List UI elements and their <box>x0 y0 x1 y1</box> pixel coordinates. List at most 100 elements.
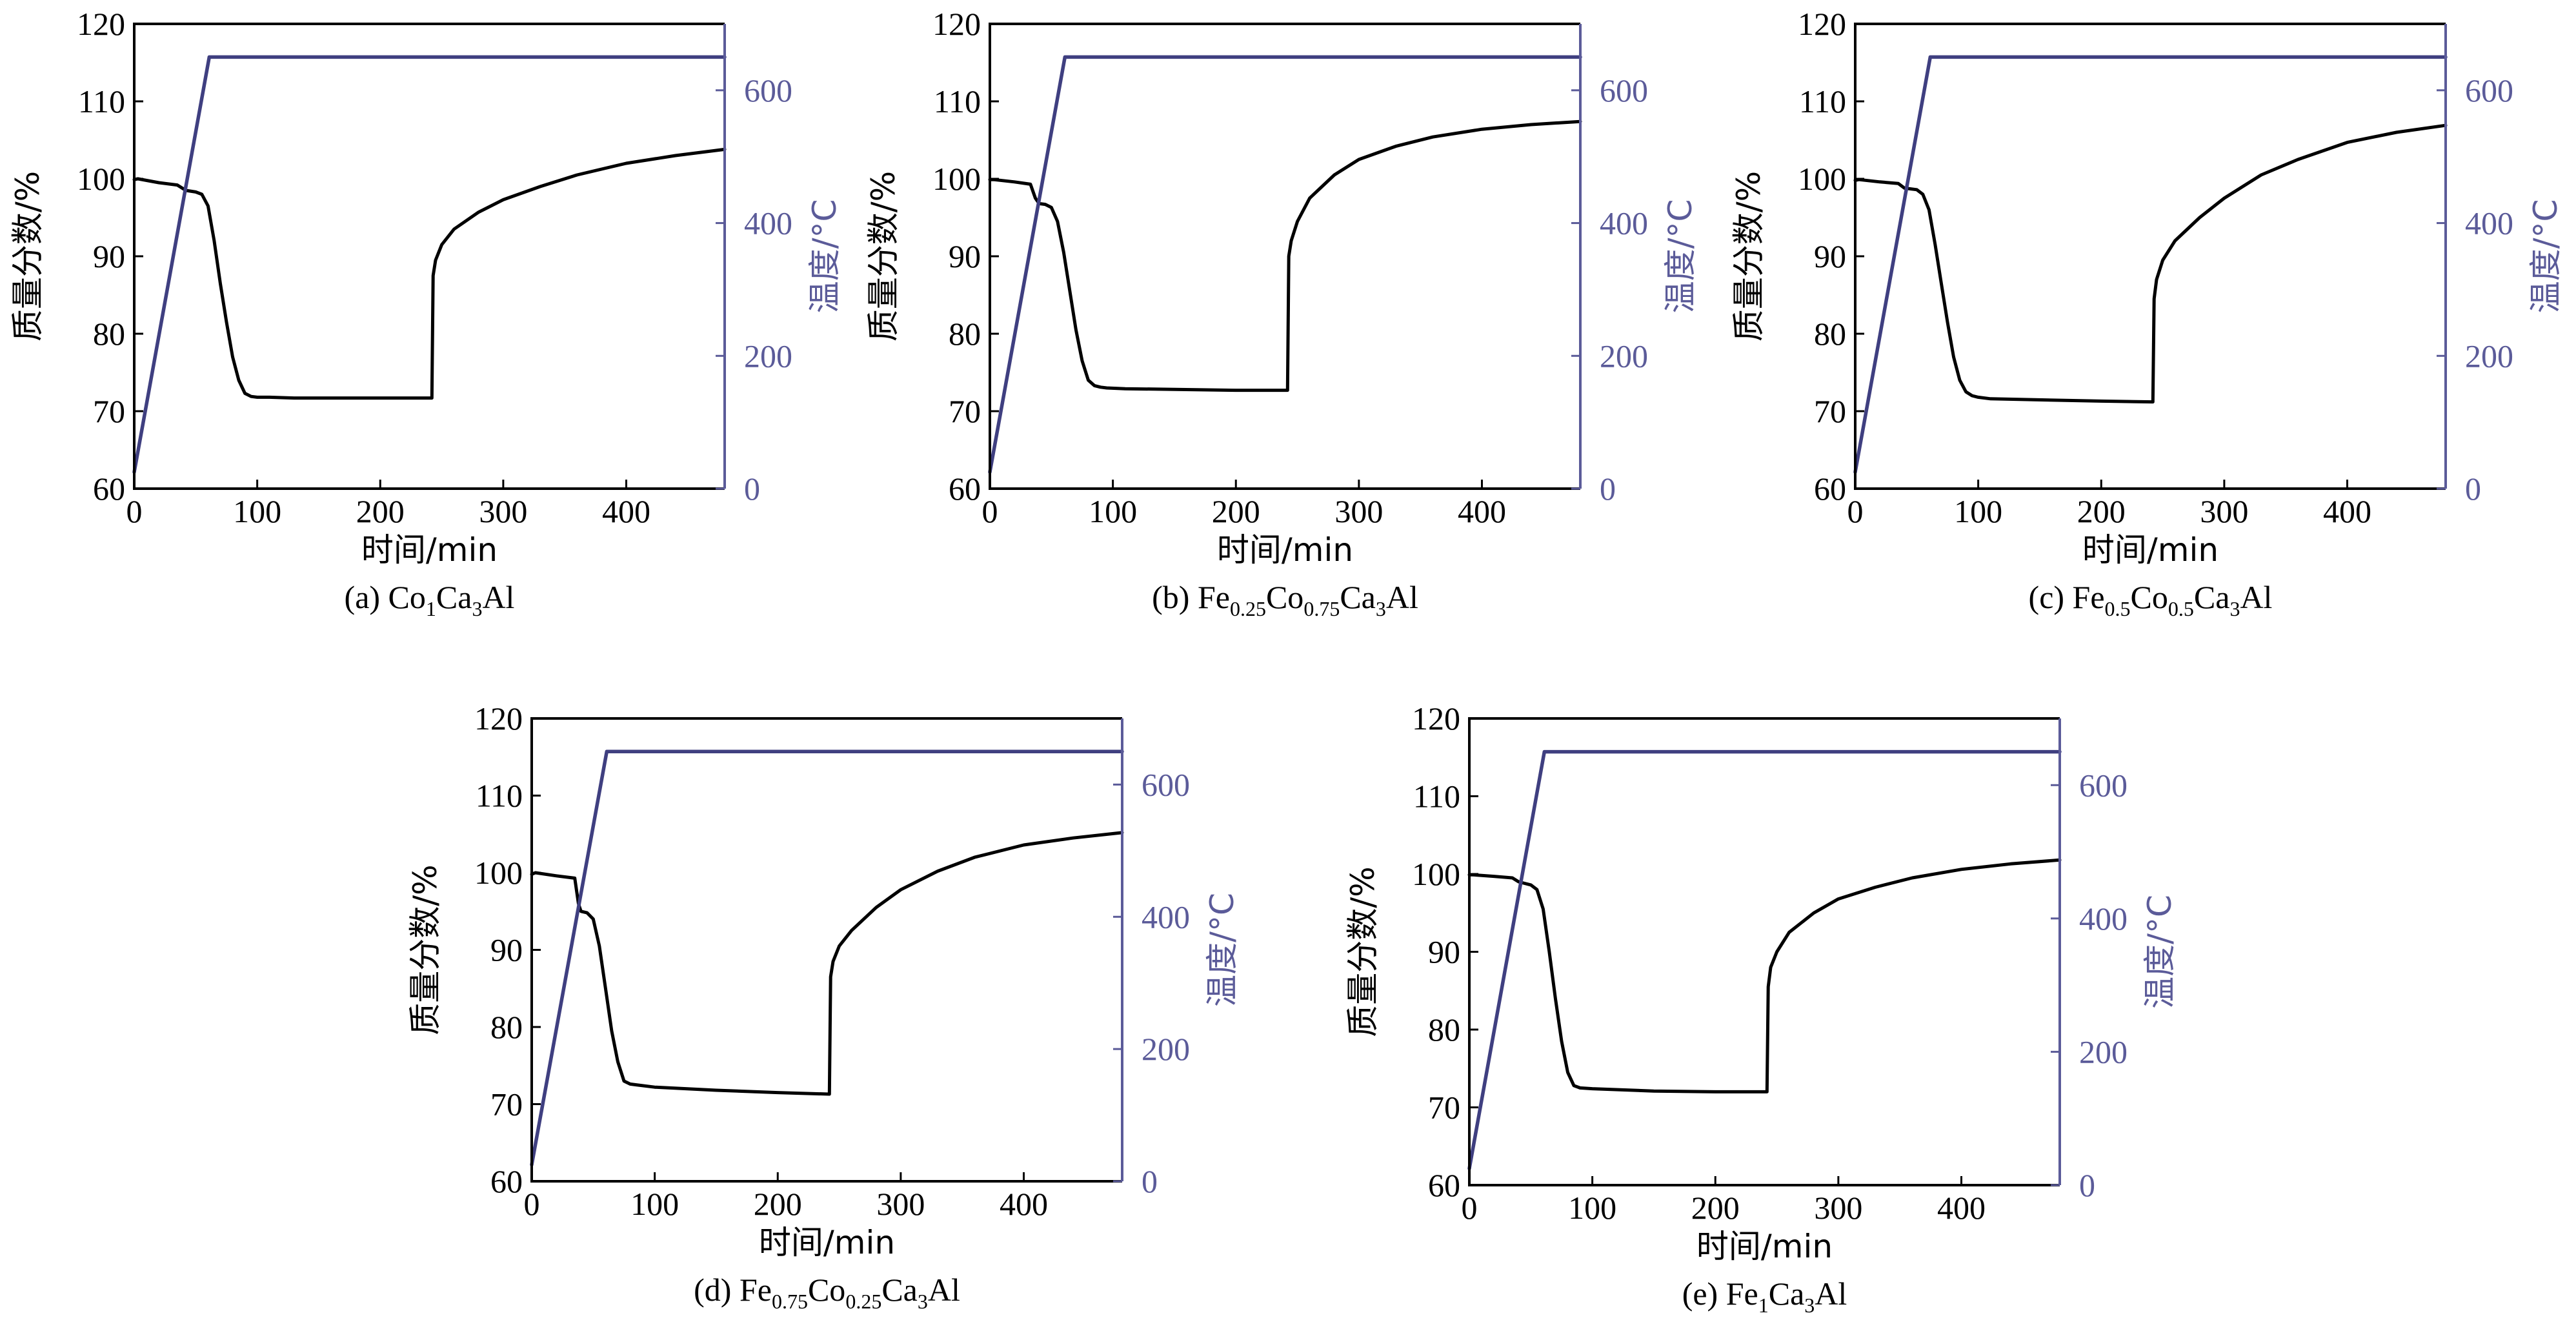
y-left-tick-label: 70 <box>949 393 981 429</box>
x-tick-label: 400 <box>1000 1186 1048 1222</box>
y-left-tick-label: 120 <box>474 700 523 737</box>
y-left-tick-label: 110 <box>78 83 125 119</box>
x-tick-label: 100 <box>1954 493 2002 529</box>
y-right-tick-label: 600 <box>1600 72 1648 108</box>
x-tick-label: 0 <box>1462 1190 1478 1226</box>
y-left-tick-label: 70 <box>490 1086 523 1123</box>
x-tick-label: 300 <box>1814 1190 1862 1226</box>
plot-frame <box>989 23 1580 490</box>
y-right-tick-label: 400 <box>1600 205 1648 241</box>
y-right-axis-title: 温度/°C <box>1662 199 1699 314</box>
x-tick-label: 0 <box>524 1186 540 1222</box>
y-left-tick-label: 100 <box>932 161 981 197</box>
y-left-tick-label: 60 <box>949 471 981 507</box>
y-left-tick-label: 100 <box>1798 161 1846 197</box>
y-right-tick-label: 200 <box>1600 338 1648 374</box>
y-left-tick-label: 110 <box>1413 778 1460 815</box>
mass-fraction-line <box>132 147 727 400</box>
y-right-tick-label: 0 <box>1600 471 1616 507</box>
y-left-axis-title: 质量分数/% <box>865 171 902 341</box>
y-left-tick-label: 90 <box>1428 934 1460 970</box>
x-tick-label: 100 <box>1089 493 1137 529</box>
y-left-tick-label: 90 <box>490 932 523 968</box>
y-right-tick-label: 200 <box>2465 338 2513 374</box>
x-axis-title: 时间/min <box>1217 531 1353 569</box>
x-tick-label: 200 <box>356 493 405 529</box>
plot-frame <box>1854 23 2446 490</box>
y-left-tick-label: 110 <box>476 778 523 814</box>
y-right-axis-title: 温度/°C <box>2141 895 2179 1009</box>
y-left-axis-title: 质量分数/% <box>9 171 46 341</box>
y-left-tick-label: 70 <box>1814 393 1846 429</box>
x-tick-label: 300 <box>2200 493 2248 529</box>
x-axis-title: 时间/min <box>759 1224 895 1261</box>
y-left-tick-label: 60 <box>1428 1167 1460 1203</box>
y-left-tick-label: 100 <box>1412 856 1460 892</box>
y-left-tick-label: 80 <box>949 316 981 352</box>
y-left-tick-label: 120 <box>77 6 125 42</box>
y-right-tick-label: 600 <box>1142 766 1190 802</box>
y-right-tick-label: 600 <box>2465 72 2513 108</box>
y-left-tick-label: 90 <box>1814 238 1846 274</box>
y-right-tick-label: 400 <box>2079 900 2128 937</box>
x-tick-label: 200 <box>754 1186 802 1222</box>
y-left-tick-label: 100 <box>77 161 125 197</box>
chart-panel-2: 0 100 200 300 400 60 70 80 90 100 110 120 0 200 400 600… <box>1730 6 2564 620</box>
x-tick-label: 400 <box>1458 493 1506 529</box>
chart-panel-4: 0 100 200 300 400 60 70 80 90 100 110 120 0 200 400 600… <box>1344 700 2179 1317</box>
mass-fraction-line <box>530 831 1124 1096</box>
x-tick-label: 300 <box>479 493 527 529</box>
y-left-tick-label: 100 <box>474 855 523 891</box>
x-tick-label: 0 <box>126 493 143 529</box>
chart-panel-0: 0 100 200 300 400 60 70 80 90 100 110 120 0 200 400 600… <box>9 6 843 620</box>
x-tick-label: 0 <box>1847 493 1864 529</box>
plot-frame <box>133 23 725 490</box>
temperature-line <box>1853 55 2448 474</box>
y-left-tick-label: 80 <box>490 1009 523 1045</box>
y-right-axis-title: 温度/°C <box>806 199 843 314</box>
y-right-tick-label: 400 <box>1142 899 1190 935</box>
x-tick-label: 400 <box>1937 1190 1986 1226</box>
panel-caption: (d) Fe0.75​Co0.25​Ca3​Al <box>694 1272 960 1313</box>
temperature-line <box>988 55 1582 474</box>
y-left-tick-label: 120 <box>1798 6 1846 42</box>
x-tick-label: 100 <box>1568 1190 1616 1226</box>
y-right-tick-label: 600 <box>744 72 792 108</box>
y-left-tick-label: 110 <box>934 83 981 119</box>
y-left-tick-label: 120 <box>1412 700 1460 737</box>
plot-frame <box>530 717 1122 1183</box>
y-right-tick-label: 400 <box>744 205 792 241</box>
y-left-tick-label: 120 <box>932 6 981 42</box>
temperature-line <box>132 55 727 474</box>
y-right-tick-label: 200 <box>744 338 792 374</box>
mass-fraction-line <box>1853 123 2448 404</box>
panel-caption: (b) Fe0.25​Co0.75​Ca3​Al <box>1152 579 1418 620</box>
x-axis-title: 时间/min <box>2082 531 2219 569</box>
y-left-tick-label: 60 <box>490 1163 523 1199</box>
y-right-tick-label: 0 <box>1142 1163 1158 1199</box>
chart-panel-1: 0 100 200 300 400 60 70 80 90 100 110 120 0 200 400 600… <box>865 6 1699 620</box>
y-left-tick-label: 70 <box>93 393 125 429</box>
y-right-axis-title: 温度/°C <box>2527 199 2564 314</box>
x-tick-label: 200 <box>1212 493 1260 529</box>
panel-caption: (e) Fe1​Ca3​Al <box>1682 1276 1847 1317</box>
x-tick-label: 200 <box>1691 1190 1740 1226</box>
plot-frame <box>1468 717 2060 1186</box>
panel-caption: (a) Co1​Ca3​Al <box>345 579 515 620</box>
y-left-tick-label: 70 <box>1428 1090 1460 1126</box>
x-tick-label: 300 <box>876 1186 925 1222</box>
x-axis-title: 时间/min <box>361 531 498 569</box>
x-tick-label: 0 <box>982 493 998 529</box>
y-left-axis-title: 质量分数/% <box>1730 171 1767 341</box>
x-tick-label: 100 <box>233 493 281 529</box>
y-right-tick-label: 600 <box>2079 767 2128 803</box>
panel-caption: (c) Fe0.5​Co0.5​Ca3​Al <box>2029 579 2273 620</box>
x-axis-title: 时间/min <box>1696 1228 1833 1265</box>
mass-fraction-line <box>1467 858 2062 1093</box>
y-right-tick-label: 0 <box>744 471 760 507</box>
y-left-tick-label: 60 <box>1814 471 1846 507</box>
x-tick-label: 400 <box>602 493 650 529</box>
x-tick-label: 400 <box>2323 493 2371 529</box>
y-left-tick-label: 90 <box>949 238 981 274</box>
